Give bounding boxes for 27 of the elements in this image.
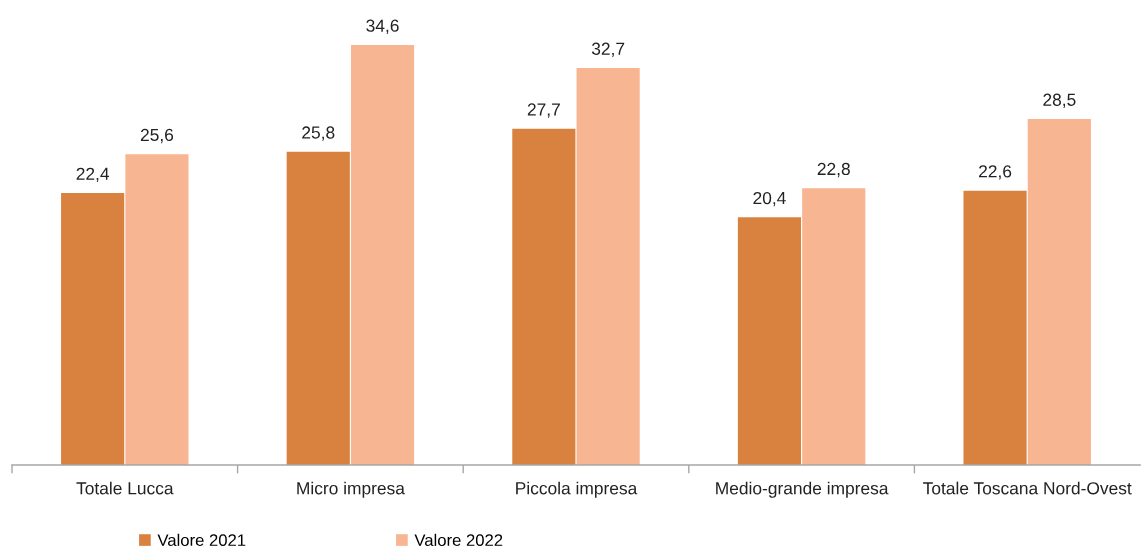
bar (1027, 119, 1091, 465)
bar (963, 190, 1027, 465)
bar (512, 128, 576, 465)
data-label: 20,4 (753, 191, 786, 207)
x-tick-label: Totale Toscana Nord-Ovest (923, 481, 1132, 495)
data-label: 22,8 (817, 162, 850, 178)
data-label: 32,7 (591, 42, 625, 57)
x-tick-label: Micro impresa (297, 481, 405, 498)
legend-label: Valore 2022 (414, 533, 503, 547)
data-label: 25,8 (302, 126, 335, 141)
bar (61, 193, 125, 465)
bar (350, 45, 415, 465)
bar (576, 68, 640, 465)
data-label: 34,6 (366, 19, 399, 34)
legend-label: Valore 2021 (157, 533, 246, 547)
x-tick-label: Medio-grande impresa (716, 481, 889, 498)
x-tick-label: Totale Lucca (76, 481, 174, 495)
bar (286, 151, 350, 465)
data-label: 27,7 (527, 103, 560, 118)
data-label: 22,6 (979, 165, 1012, 180)
data-label: 22,4 (76, 167, 110, 182)
bar (125, 154, 189, 465)
bar (802, 188, 866, 465)
data-label: 28,5 (1043, 93, 1076, 108)
bar (737, 217, 802, 465)
data-label: 25,6 (140, 128, 174, 144)
x-tick-label: Piccola impresa (516, 481, 638, 498)
